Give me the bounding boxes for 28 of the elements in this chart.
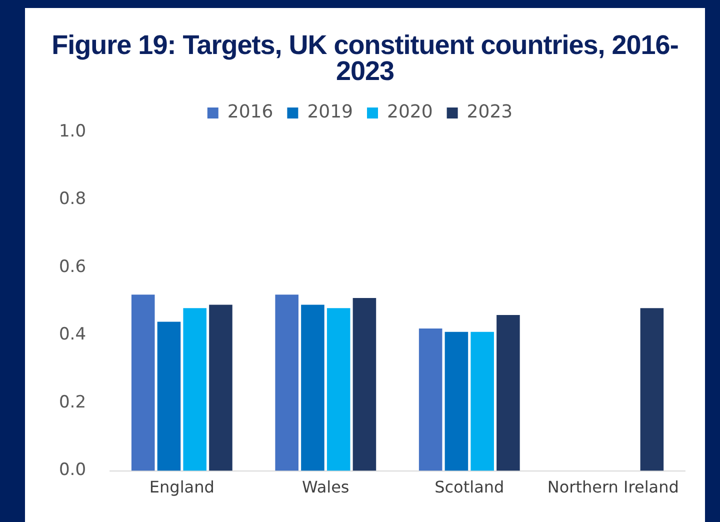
legend-label: 2020: [387, 102, 433, 123]
x-tick-label: England: [149, 478, 214, 497]
bar: [209, 304, 232, 471]
bar: [131, 294, 155, 471]
x-tick-label: Scotland: [434, 478, 504, 497]
legend-label: 2019: [307, 102, 354, 123]
y-tick-label: 0.2: [58, 392, 86, 412]
y-tick-label: 0.6: [58, 256, 86, 277]
bar: [275, 294, 298, 471]
bar: [326, 308, 350, 471]
y-tick-label: 0.0: [58, 460, 86, 480]
bar: [157, 322, 181, 471]
legend-label: 2023: [466, 102, 513, 123]
bar: [444, 332, 468, 471]
bar: [418, 328, 442, 471]
y-tick-label: 1.0: [58, 121, 86, 142]
legend-label: 2016: [227, 102, 274, 123]
chart-title: Figure 19: Targets, UK constituent countries, 2016-2023: [50, 30, 680, 86]
y-tick-label: 0.8: [58, 189, 86, 210]
x-tick-label: Northern Ireland: [547, 478, 679, 497]
bar: [352, 298, 376, 471]
y-tick-label: 0.4: [58, 324, 86, 345]
bar: [301, 304, 324, 471]
bar: [470, 332, 494, 471]
bar: [183, 308, 206, 471]
bar: [640, 308, 664, 471]
x-tick-label: Wales: [302, 478, 350, 497]
bar: [496, 314, 520, 471]
